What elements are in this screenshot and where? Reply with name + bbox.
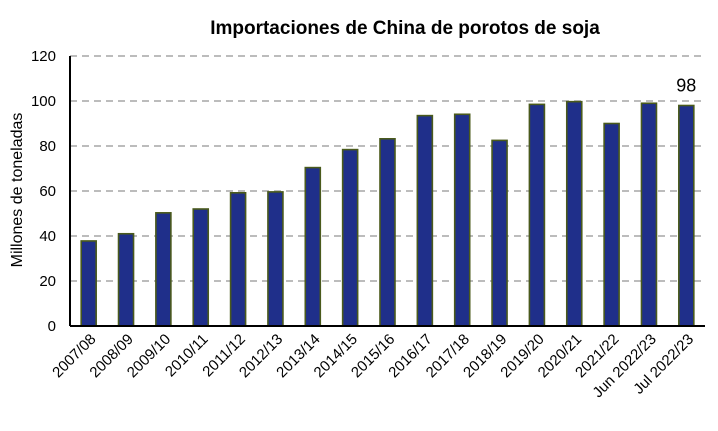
y-tick-label: 0 [48,318,56,335]
bar [155,212,172,327]
bar [304,166,322,327]
bar [565,100,583,327]
bar [267,191,284,327]
y-tick-label: 120 [31,48,56,65]
y-tick-label: 40 [39,228,56,245]
bar [453,113,471,327]
y-tick-label: 80 [39,138,56,155]
bar [528,103,546,327]
y-tick-labels: 0 20 40 60 80 100 120 [31,48,56,335]
bar [341,148,359,327]
x-tick-labels: 2007/082008/092009/102010/112011/122012/… [49,331,697,401]
data-labels: 98 [676,76,696,96]
y-tick-label: 100 [31,93,56,110]
chart-title: Importaciones de China de porotos de soj… [210,18,600,39]
y-tick-label: 20 [39,273,56,290]
y-tick-label: 60 [39,183,56,200]
bar [416,114,434,327]
bar [603,122,620,327]
bar [229,192,247,327]
bars [80,100,695,327]
y-axis-label: Millones de toneladas [9,113,26,268]
bar [117,232,135,327]
data-label: 98 [676,76,696,96]
bar [678,104,695,327]
bar [192,208,210,327]
bar [80,240,97,327]
bar [379,138,396,327]
bar [640,102,658,327]
bar [491,139,508,327]
